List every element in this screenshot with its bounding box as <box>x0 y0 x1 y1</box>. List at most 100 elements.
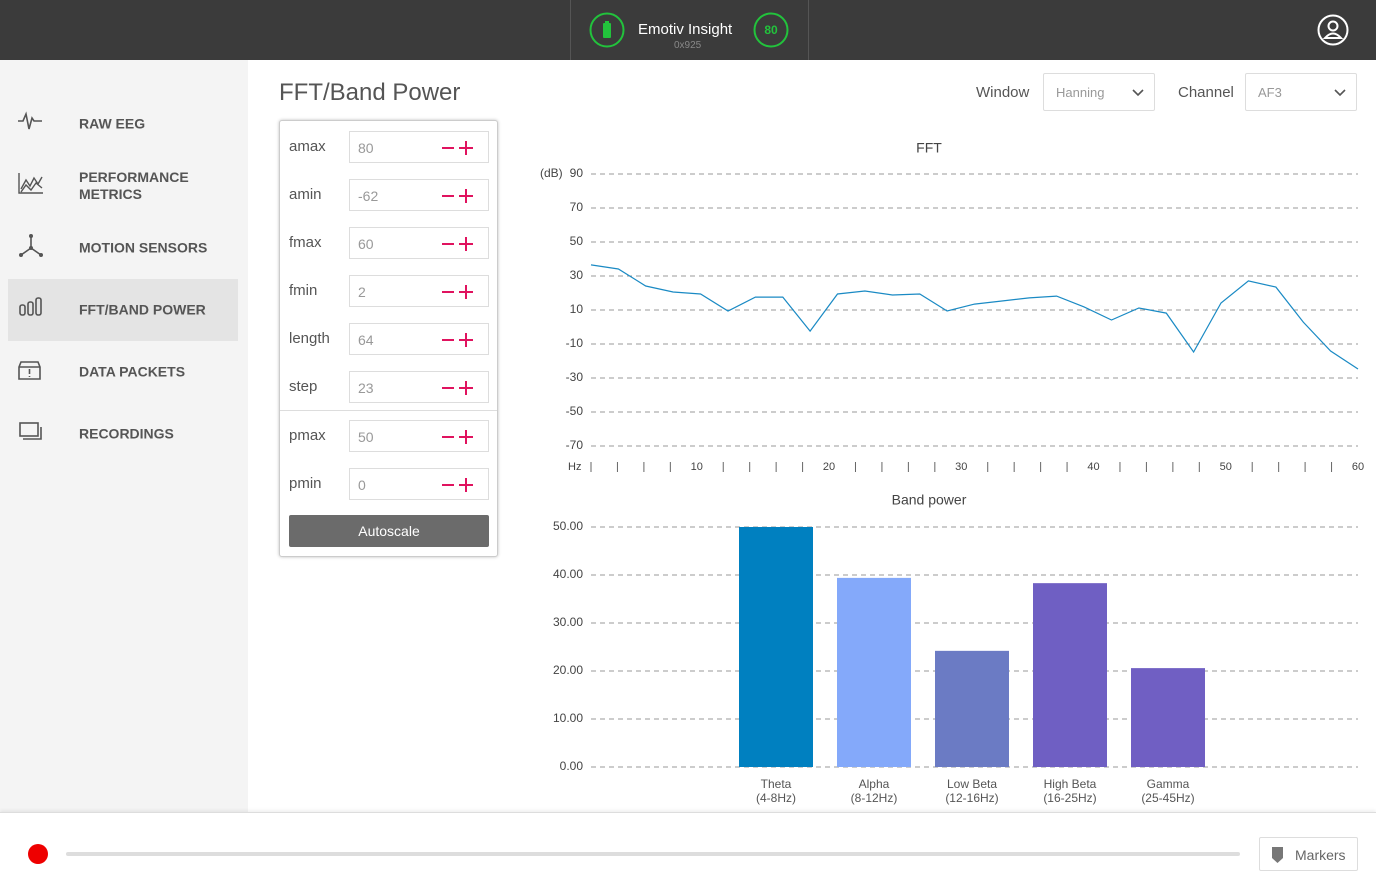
x-tick-label: 50 <box>1220 461 1232 473</box>
param-label: pmax <box>289 427 326 444</box>
x-axis-label: Hz <box>568 461 581 473</box>
nav-item[interactable]: RAW EEG <box>8 93 238 155</box>
nav-label: FFT/BAND POWER <box>79 301 206 318</box>
nav-label: DATA PACKETS <box>79 363 186 380</box>
channel-value: AF3 <box>1258 85 1282 100</box>
param-input[interactable]: -62 <box>349 179 489 211</box>
bar <box>935 650 1009 767</box>
y-axis-label: (dB) <box>540 166 563 180</box>
param-value: 60 <box>358 236 374 252</box>
y-tick-label: 30 <box>570 268 584 282</box>
charts: FFT (dB) 90 70 50 30 10 -10 -30 -50 -70 Hz 10 20 30 40 5… <box>540 140 1364 805</box>
param-label: amax <box>289 138 326 155</box>
param-label: amin <box>289 186 322 203</box>
y-tick-label: 10.00 <box>553 711 583 725</box>
params-panel: Autoscale amax 80 amin -62 fmax 60 fmin 2 length… <box>279 120 498 557</box>
chevron <box>1334 89 1346 97</box>
param-input[interactable]: 0 <box>349 468 489 500</box>
x-tick-label: Alpha <box>859 777 890 791</box>
markers-label: Markers <box>1295 847 1346 863</box>
param-value: 50 <box>358 429 374 445</box>
nav-icon <box>18 111 42 130</box>
y-tick-label: 0.00 <box>560 759 584 773</box>
timeline <box>28 844 1240 864</box>
param-input[interactable]: 60 <box>349 227 489 259</box>
y-tick-label: 10 <box>570 302 584 316</box>
stepper[interactable] <box>440 235 476 253</box>
x-tick-label: 10 <box>691 461 703 473</box>
y-tick-label: 30.00 <box>553 615 583 629</box>
nav-item[interactable]: PERFORMANCE METRICS <box>8 155 238 217</box>
window-select[interactable]: Hanning <box>1043 73 1155 111</box>
bar <box>1033 583 1107 767</box>
x-tick-label: 40 <box>1087 461 1099 473</box>
chart-title: Band power <box>892 492 967 508</box>
y-tick-label: 50.00 <box>553 519 583 533</box>
profile-icon[interactable] <box>1317 14 1349 46</box>
channel-label: Channel <box>1178 84 1234 101</box>
window-label: Window <box>976 84 1030 101</box>
channel-select[interactable]: AF3 <box>1245 73 1357 111</box>
y-tick-label: -30 <box>566 370 584 384</box>
battery-level: 80 <box>764 23 778 37</box>
stepper[interactable] <box>440 476 476 494</box>
param-input[interactable]: 50 <box>349 420 489 452</box>
x-tick-label: 20 <box>823 461 835 473</box>
nav-label: RECORDINGS <box>79 425 174 442</box>
param-label: fmin <box>289 282 318 299</box>
y-tick-label: 20.00 <box>553 663 583 677</box>
x-tick-sublabel: (25-45Hz) <box>1141 791 1194 805</box>
nav-label: MOTION SENSORS <box>79 239 208 256</box>
battery-icon <box>589 12 625 48</box>
x-tick-label: 30 <box>955 461 967 473</box>
nav-label: RAW EEG <box>79 115 146 132</box>
top-bar: Emotiv Insight 0x925 80 <box>0 0 1376 60</box>
marker-icon <box>1272 847 1283 863</box>
y-tick-label: 40.00 <box>553 567 583 581</box>
y-tick-label: -70 <box>566 438 584 452</box>
x-tick-label: High Beta <box>1044 777 1097 791</box>
stepper[interactable] <box>440 428 476 446</box>
param-input[interactable]: 80 <box>349 131 489 163</box>
x-tick-sublabel: (8-12Hz) <box>851 791 898 805</box>
param-input[interactable]: 23 <box>349 371 489 403</box>
nav-item[interactable]: DATA PACKETS <box>8 341 238 403</box>
device-box[interactable]: Emotiv Insight 0x925 80 <box>570 0 809 60</box>
page-title: FFT/Band Power <box>279 79 461 106</box>
stepper[interactable] <box>440 379 476 397</box>
y-tick-label: 70 <box>570 200 584 214</box>
param-value: 0 <box>358 477 366 493</box>
param-label: length <box>289 330 330 347</box>
stepper[interactable] <box>440 187 476 205</box>
autoscale-button[interactable]: Autoscale <box>289 515 489 547</box>
sidebar: RAW EEG PERFORMANCE METRICS MOTION SENSORS… <box>0 60 248 812</box>
nav-label: PERFORMANCE METRICS <box>79 169 189 202</box>
signal-badge <box>753 12 789 48</box>
markers-button[interactable]: Markers <box>1259 837 1358 871</box>
nav-icon <box>19 297 42 316</box>
separator <box>280 410 497 411</box>
stepper[interactable] <box>440 139 476 157</box>
nav-item[interactable]: RECORDINGS <box>8 403 238 465</box>
param-input[interactable]: 64 <box>349 323 489 355</box>
x-tick-sublabel: (16-25Hz) <box>1043 791 1096 805</box>
nav-icon <box>18 173 43 194</box>
nav-item[interactable]: MOTION SENSORS <box>8 217 238 279</box>
fft-line <box>590 264 1359 370</box>
x-tick-label: Theta <box>761 777 792 791</box>
nav-icon <box>19 234 43 257</box>
stepper[interactable] <box>440 283 476 301</box>
param-label: step <box>289 378 318 395</box>
stepper[interactable] <box>440 331 476 349</box>
footer: Markers <box>0 812 1376 894</box>
x-tick-label: Low Beta <box>947 777 997 791</box>
chevron <box>1132 89 1144 97</box>
param-input[interactable]: 2 <box>349 275 489 307</box>
bar <box>739 527 813 767</box>
param-label: pmin <box>289 475 322 492</box>
record-button[interactable] <box>28 844 48 864</box>
param-value: 2 <box>358 284 366 300</box>
nav-item[interactable]: FFT/BAND POWER <box>8 279 238 341</box>
nav-icon <box>19 422 42 440</box>
